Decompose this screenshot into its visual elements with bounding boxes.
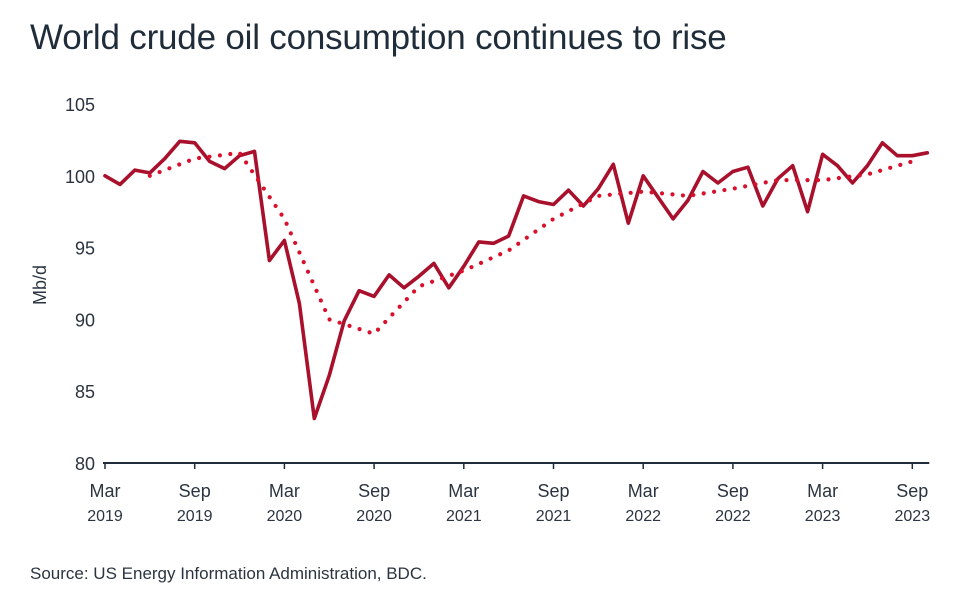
x-tick-year-label: 2022 bbox=[715, 508, 751, 525]
x-tick-month-label: Sep bbox=[717, 481, 749, 501]
x-tick-year-label: 2020 bbox=[356, 508, 392, 525]
y-axis-ticks: 80 85 90 95 100 105 bbox=[65, 95, 95, 474]
y-tick-label: 90 bbox=[75, 310, 95, 330]
x-tick-year-label: 2023 bbox=[805, 508, 841, 525]
y-tick-label: 95 bbox=[75, 239, 95, 259]
x-tick-month-label: Mar bbox=[90, 481, 121, 501]
series-layer bbox=[103, 139, 930, 421]
trend-series-line-dotted bbox=[147, 150, 915, 336]
x-tick-month-label: Sep bbox=[179, 481, 211, 501]
consumption-series-line bbox=[103, 139, 930, 421]
x-tick-year-label: 2019 bbox=[177, 508, 213, 525]
x-tick-month-label: Mar bbox=[807, 481, 838, 501]
y-tick-label: 105 bbox=[65, 95, 95, 115]
x-tick-year-label: 2021 bbox=[446, 508, 482, 525]
y-axis-label: Mb/d bbox=[30, 265, 50, 305]
x-axis-ticks: Mar 2019 Sep 2019 Mar 2020 Sep 2020 Mar 2021 Sep 20… bbox=[87, 463, 930, 525]
x-tick-year-label: 2019 bbox=[87, 508, 123, 525]
x-tick-year-label: 2021 bbox=[536, 508, 572, 525]
x-tick-month-label: Mar bbox=[448, 481, 479, 501]
x-tick-month-label: Sep bbox=[896, 481, 928, 501]
x-tick-year-label: 2022 bbox=[625, 508, 661, 525]
chart-title: World crude oil consumption continues to… bbox=[30, 18, 727, 57]
y-tick-label: 100 bbox=[65, 167, 95, 187]
x-tick-year-label: 2023 bbox=[895, 508, 931, 525]
x-tick-month-label: Mar bbox=[269, 481, 300, 501]
y-tick-label: 85 bbox=[75, 382, 95, 402]
x-tick-month-label: Sep bbox=[537, 481, 569, 501]
source-note: Source: US Energy Information Administra… bbox=[30, 564, 427, 583]
y-tick-label: 80 bbox=[75, 454, 95, 474]
x-tick-year-label: 2020 bbox=[267, 508, 303, 525]
x-tick-month-label: Sep bbox=[358, 481, 390, 501]
x-tick-month-label: Mar bbox=[628, 481, 659, 501]
